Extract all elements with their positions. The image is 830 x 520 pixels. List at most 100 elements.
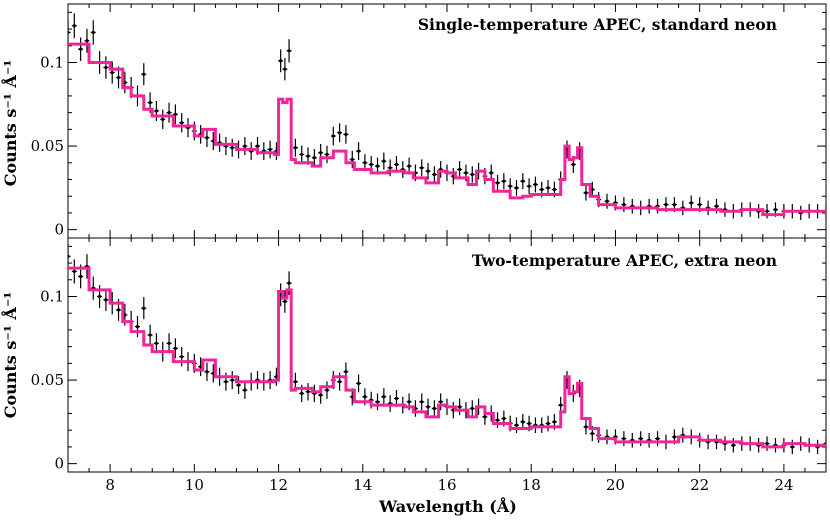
data-marker: [495, 418, 500, 422]
data-marker: [527, 421, 531, 426]
data-marker: [639, 436, 643, 441]
data-marker: [287, 49, 291, 53]
data-marker: [306, 154, 310, 158]
data-marker: [495, 181, 500, 185]
data-marker: [731, 443, 735, 447]
data-marker: [300, 152, 304, 157]
data-marker: [546, 421, 550, 426]
y-tick-label: 0.1: [40, 54, 64, 72]
data-point: [185, 118, 191, 138]
data-marker: [142, 306, 146, 310]
data-point: [387, 395, 393, 412]
data-marker: [470, 172, 474, 177]
data-marker: [306, 390, 310, 394]
data-point: [204, 128, 210, 147]
data-marker: [363, 395, 367, 399]
data-point: [457, 161, 463, 178]
data-points: [68, 13, 826, 221]
data-point: [495, 412, 501, 429]
data-marker: [325, 152, 329, 157]
data-point: [261, 142, 267, 160]
data-point: [305, 383, 311, 401]
data-point: [356, 142, 362, 160]
data-marker: [698, 202, 702, 207]
data-point: [267, 140, 273, 159]
data-point: [722, 202, 728, 217]
data-point: [90, 276, 96, 300]
data-point: [532, 176, 538, 193]
data-marker: [388, 166, 392, 170]
data-marker: [283, 67, 287, 71]
data-point: [545, 415, 551, 432]
data-marker: [205, 370, 209, 374]
data-marker: [375, 400, 380, 404]
data-marker: [369, 162, 373, 167]
data-point: [655, 431, 661, 446]
data-point: [400, 161, 406, 178]
data-marker: [167, 341, 171, 345]
data-point: [604, 193, 610, 209]
data-point: [242, 381, 248, 399]
data-marker: [148, 101, 152, 105]
data-marker: [148, 333, 152, 337]
data-marker: [584, 425, 588, 429]
data-marker: [319, 151, 323, 155]
data-point: [714, 434, 720, 450]
data-point: [823, 436, 826, 451]
data-marker: [458, 167, 462, 172]
data-marker: [312, 156, 316, 160]
data-point: [526, 178, 532, 195]
data-marker: [344, 132, 348, 136]
data-marker: [571, 162, 575, 167]
data-point: [282, 58, 288, 81]
data-marker: [464, 171, 468, 175]
x-tick-label: 18: [522, 476, 541, 494]
data-marker: [470, 406, 474, 411]
data-marker: [79, 47, 83, 51]
data-point: [324, 145, 330, 164]
data-marker: [161, 117, 165, 121]
data-marker: [375, 164, 380, 168]
data-point: [520, 173, 526, 190]
data-marker: [655, 436, 660, 441]
y-tick-label: 0: [54, 221, 64, 239]
data-point: [705, 434, 711, 450]
data-marker: [68, 30, 70, 35]
data-marker: [458, 405, 462, 409]
data-marker: [356, 149, 361, 153]
data-marker: [279, 59, 283, 63]
data-marker: [236, 383, 241, 387]
data-marker: [584, 191, 588, 195]
data-point: [756, 204, 762, 219]
data-point: [267, 371, 273, 390]
data-point: [179, 346, 185, 367]
data-marker: [590, 431, 594, 436]
data-marker: [420, 400, 424, 404]
data-point: [604, 429, 610, 445]
y-axis-title-top: Counts s⁻¹ Å⁻¹: [0, 60, 20, 187]
data-point: [621, 197, 627, 212]
data-marker: [72, 269, 76, 274]
data-marker: [325, 388, 329, 392]
data-marker: [344, 370, 348, 374]
data-point: [109, 61, 115, 84]
data-marker: [104, 298, 108, 302]
data-marker: [363, 161, 367, 165]
data-point: [255, 371, 260, 390]
data-marker: [331, 134, 335, 138]
data-marker: [514, 423, 519, 427]
data-point: [172, 338, 178, 359]
data-point: [166, 333, 172, 354]
data-point: [513, 417, 519, 433]
data-point: [513, 180, 519, 196]
data-marker: [167, 111, 171, 115]
data-marker: [283, 299, 287, 304]
data-marker: [552, 420, 556, 424]
data-point: [714, 198, 720, 214]
x-tick-label: 12: [269, 476, 288, 494]
data-point: [629, 198, 635, 214]
data-marker: [689, 201, 693, 205]
data-marker: [489, 171, 493, 175]
data-point: [153, 100, 159, 121]
data-point: [583, 185, 589, 201]
